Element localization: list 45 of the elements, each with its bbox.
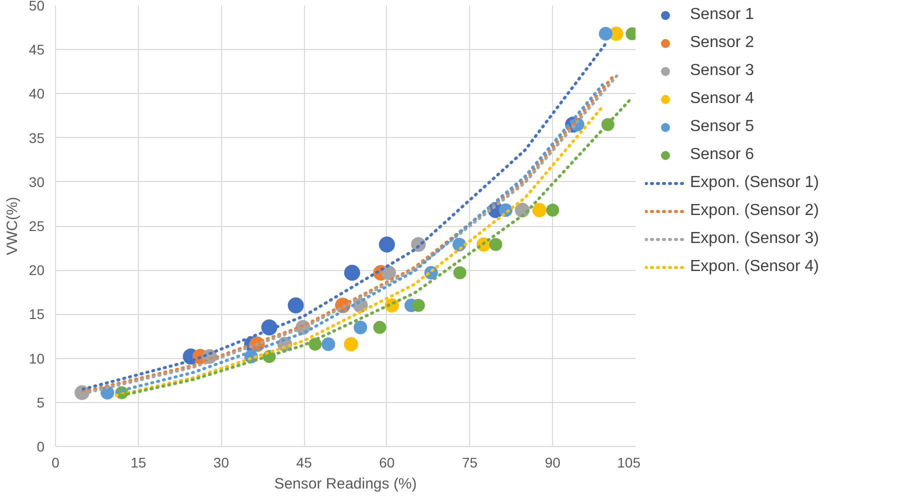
point [378,236,395,253]
y-tick-label: 5 [36,394,45,410]
legend-label: Sensor 4 [690,89,754,109]
point [598,26,612,41]
point [322,337,336,351]
x-tick-label: 75 [462,454,478,470]
point [381,265,396,280]
x-tick-label: 0 [52,454,60,470]
legend-label: Sensor 2 [690,33,754,53]
y-tick-label: 45 [28,42,45,58]
x-tick-label: 15 [130,454,146,470]
y-tick-label: 0 [36,438,45,454]
point [344,264,360,281]
point [412,298,425,312]
legend-label: Expon. (Sensor 2) [690,201,819,221]
x-tick-label: 60 [379,454,395,470]
y-tick-label: 20 [28,262,45,278]
y-tick-label: 35 [28,130,45,146]
y-tick-label: 40 [28,86,45,102]
legend-label: Sensor 6 [690,145,754,165]
x-tick-label: 30 [213,454,230,470]
legend-label: Sensor 5 [690,117,754,137]
y-tick-label: 15 [28,306,45,322]
x-axis-title: Sensor Readings (%) [274,476,417,492]
point [532,203,546,218]
point [489,238,502,252]
point [288,297,304,314]
y-tick-label: 50 [28,0,45,14]
y-tick-label: 25 [28,218,45,234]
point [546,204,560,217]
x-tick-label: 105 [617,454,641,470]
point [373,320,386,334]
x-tick-label: 45 [296,454,312,470]
legend-label: Sensor 1 [690,5,754,25]
point [354,320,368,334]
legend-label: Expon. (Sensor 1) [690,173,819,193]
y-tick-label: 10 [28,350,45,366]
point [453,266,466,280]
point [344,337,358,352]
legend-label: Expon. (Sensor 4) [690,257,819,277]
y-axis-title: VWC(%) [4,196,21,256]
x-tick-label: 90 [544,454,561,470]
legend-label: Expon. (Sensor 3) [690,229,819,249]
legend-label: Sensor 3 [690,61,754,81]
y-tick-label: 30 [28,174,45,190]
